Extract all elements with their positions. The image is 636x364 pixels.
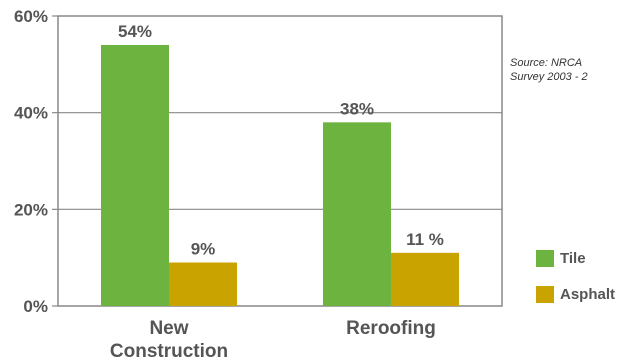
legend-item-tile: Tile: [536, 250, 586, 267]
data-label: 38%: [340, 99, 374, 118]
bar-tile: [323, 122, 391, 306]
x-tick-label: New: [149, 318, 188, 339]
data-label: 54%: [118, 22, 152, 41]
y-tick-label: 0%: [23, 297, 48, 316]
data-label: 9%: [191, 240, 216, 259]
legend-swatch-asphalt: [536, 286, 554, 303]
data-label: 11 %: [406, 230, 444, 249]
plot-frame: [57, 15, 503, 307]
bar-tile: [101, 45, 169, 306]
x-tick-label: Reroofing: [346, 318, 436, 339]
y-tick-label: 40%: [14, 104, 48, 123]
source-line-1: Source: NRCA: [510, 57, 583, 69]
bar-asphalt: [391, 252, 459, 306]
bar-asphalt: [169, 262, 237, 306]
source-note: Source: NRCA Survey 2003 - 2: [510, 56, 636, 84]
legend-label-asphalt: Asphalt: [560, 286, 616, 303]
legend-item-asphalt: Asphalt: [536, 286, 615, 303]
legend-swatch-tile: [536, 250, 554, 267]
y-tick-label: 20%: [14, 200, 48, 219]
source-line-2: Survey 2003 - 2: [510, 71, 588, 83]
legend-label-tile: Tile: [560, 250, 586, 267]
x-tick-label: Construction: [110, 341, 228, 362]
y-tick-label: 60%: [14, 7, 48, 26]
